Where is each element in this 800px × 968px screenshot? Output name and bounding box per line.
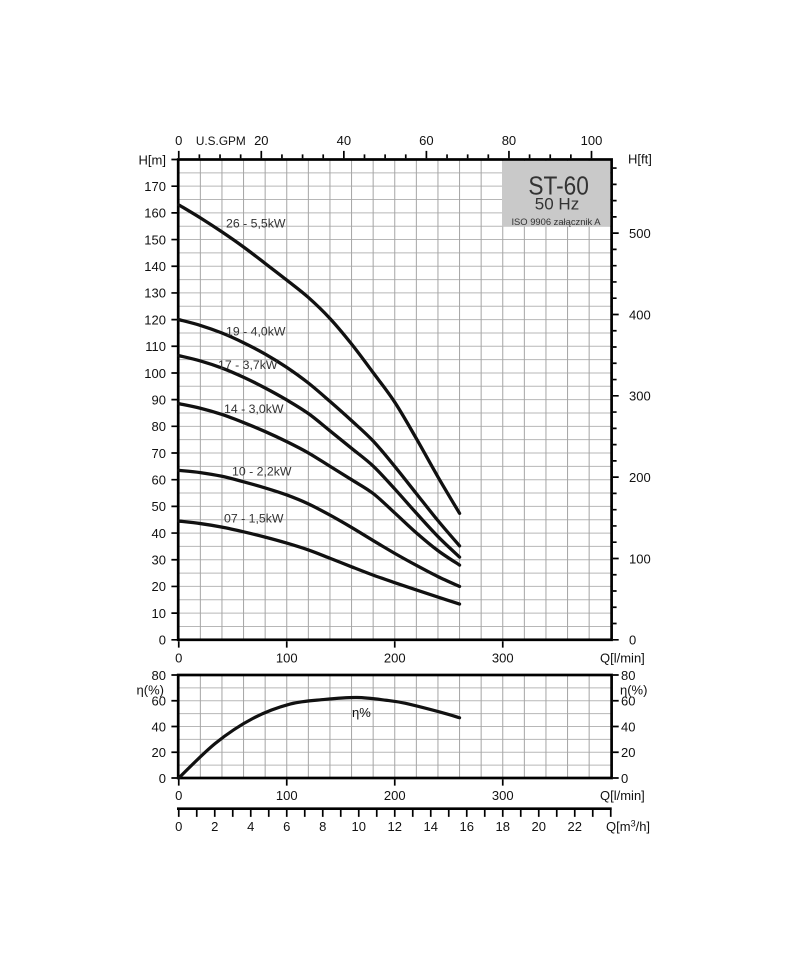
svg-text:Q[l/min]: Q[l/min] <box>600 650 645 665</box>
svg-text:26 - 5,5kW: 26 - 5,5kW <box>226 216 286 230</box>
svg-text:20: 20 <box>152 745 166 760</box>
svg-text:19 - 4,0kW: 19 - 4,0kW <box>226 324 286 338</box>
svg-text:300: 300 <box>492 788 514 803</box>
svg-text:80: 80 <box>152 419 166 434</box>
svg-text:20: 20 <box>621 745 635 760</box>
svg-text:22: 22 <box>568 819 582 834</box>
svg-text:0: 0 <box>159 633 166 648</box>
svg-text:150: 150 <box>144 232 166 247</box>
svg-text:200: 200 <box>384 650 406 665</box>
svg-text:60: 60 <box>152 694 166 709</box>
svg-text:400: 400 <box>629 307 651 322</box>
svg-text:ISO 9906 załącznik A: ISO 9906 załącznik A <box>511 216 601 227</box>
svg-text:18: 18 <box>496 819 510 834</box>
svg-text:80: 80 <box>502 133 516 148</box>
svg-text:100: 100 <box>581 133 603 148</box>
svg-text:17 - 3,7kW: 17 - 3,7kW <box>218 358 278 372</box>
svg-text:η(%): η(%) <box>137 682 164 697</box>
svg-text:20: 20 <box>254 133 268 148</box>
svg-text:ST-60: ST-60 <box>528 172 589 200</box>
svg-text:0: 0 <box>621 771 628 786</box>
svg-text:170: 170 <box>144 179 166 194</box>
svg-text:η%: η% <box>352 705 371 720</box>
svg-text:0: 0 <box>159 771 166 786</box>
svg-text:40: 40 <box>621 719 635 734</box>
svg-text:100: 100 <box>144 366 166 381</box>
svg-text:4: 4 <box>247 819 254 834</box>
svg-text:20: 20 <box>152 579 166 594</box>
svg-text:130: 130 <box>144 286 166 301</box>
svg-text:60: 60 <box>152 473 166 488</box>
svg-text:90: 90 <box>152 392 166 407</box>
svg-text:60: 60 <box>621 694 635 709</box>
svg-text:40: 40 <box>152 526 166 541</box>
svg-text:120: 120 <box>144 312 166 327</box>
svg-text:30: 30 <box>152 553 166 568</box>
svg-text:110: 110 <box>145 339 166 354</box>
svg-text:2: 2 <box>211 819 218 834</box>
svg-text:60: 60 <box>419 133 433 148</box>
svg-text:Q[m3/h]: Q[m3/h] <box>606 819 650 835</box>
svg-text:U.S.GPM: U.S.GPM <box>196 134 246 148</box>
svg-text:0: 0 <box>175 788 182 803</box>
svg-text:6: 6 <box>283 819 290 834</box>
svg-text:0: 0 <box>175 133 182 148</box>
svg-text:160: 160 <box>144 206 166 221</box>
svg-text:20: 20 <box>532 819 546 834</box>
svg-text:100: 100 <box>276 788 298 803</box>
svg-text:14: 14 <box>424 819 438 834</box>
svg-text:0: 0 <box>175 650 182 665</box>
svg-text:H[m]: H[m] <box>139 152 166 167</box>
svg-text:80: 80 <box>621 668 635 683</box>
svg-text:0: 0 <box>629 633 636 648</box>
svg-text:0: 0 <box>175 819 182 834</box>
svg-text:10 - 2,2kW: 10 - 2,2kW <box>232 464 292 478</box>
svg-text:300: 300 <box>629 389 651 404</box>
svg-text:80: 80 <box>152 668 166 683</box>
svg-text:16: 16 <box>460 819 474 834</box>
svg-text:50: 50 <box>152 499 166 514</box>
svg-text:14 - 3,0kW: 14 - 3,0kW <box>224 402 284 416</box>
svg-text:η(%): η(%) <box>620 682 647 697</box>
svg-text:40: 40 <box>337 133 351 148</box>
svg-text:07 - 1,5kW: 07 - 1,5kW <box>224 511 284 525</box>
svg-text:12: 12 <box>388 819 402 834</box>
svg-text:140: 140 <box>144 259 166 274</box>
svg-text:40: 40 <box>152 719 166 734</box>
svg-text:100: 100 <box>629 551 651 566</box>
svg-text:50 Hz: 50 Hz <box>535 195 579 214</box>
svg-text:100: 100 <box>276 650 298 665</box>
svg-text:H[ft]: H[ft] <box>628 151 652 166</box>
svg-text:8: 8 <box>319 819 326 834</box>
svg-text:Q[l/min]: Q[l/min] <box>600 788 645 803</box>
svg-text:10: 10 <box>152 606 166 621</box>
svg-text:300: 300 <box>492 650 514 665</box>
svg-text:200: 200 <box>629 470 651 485</box>
svg-text:70: 70 <box>152 446 166 461</box>
svg-text:10: 10 <box>352 819 366 834</box>
svg-text:500: 500 <box>629 226 651 241</box>
svg-text:200: 200 <box>384 788 406 803</box>
